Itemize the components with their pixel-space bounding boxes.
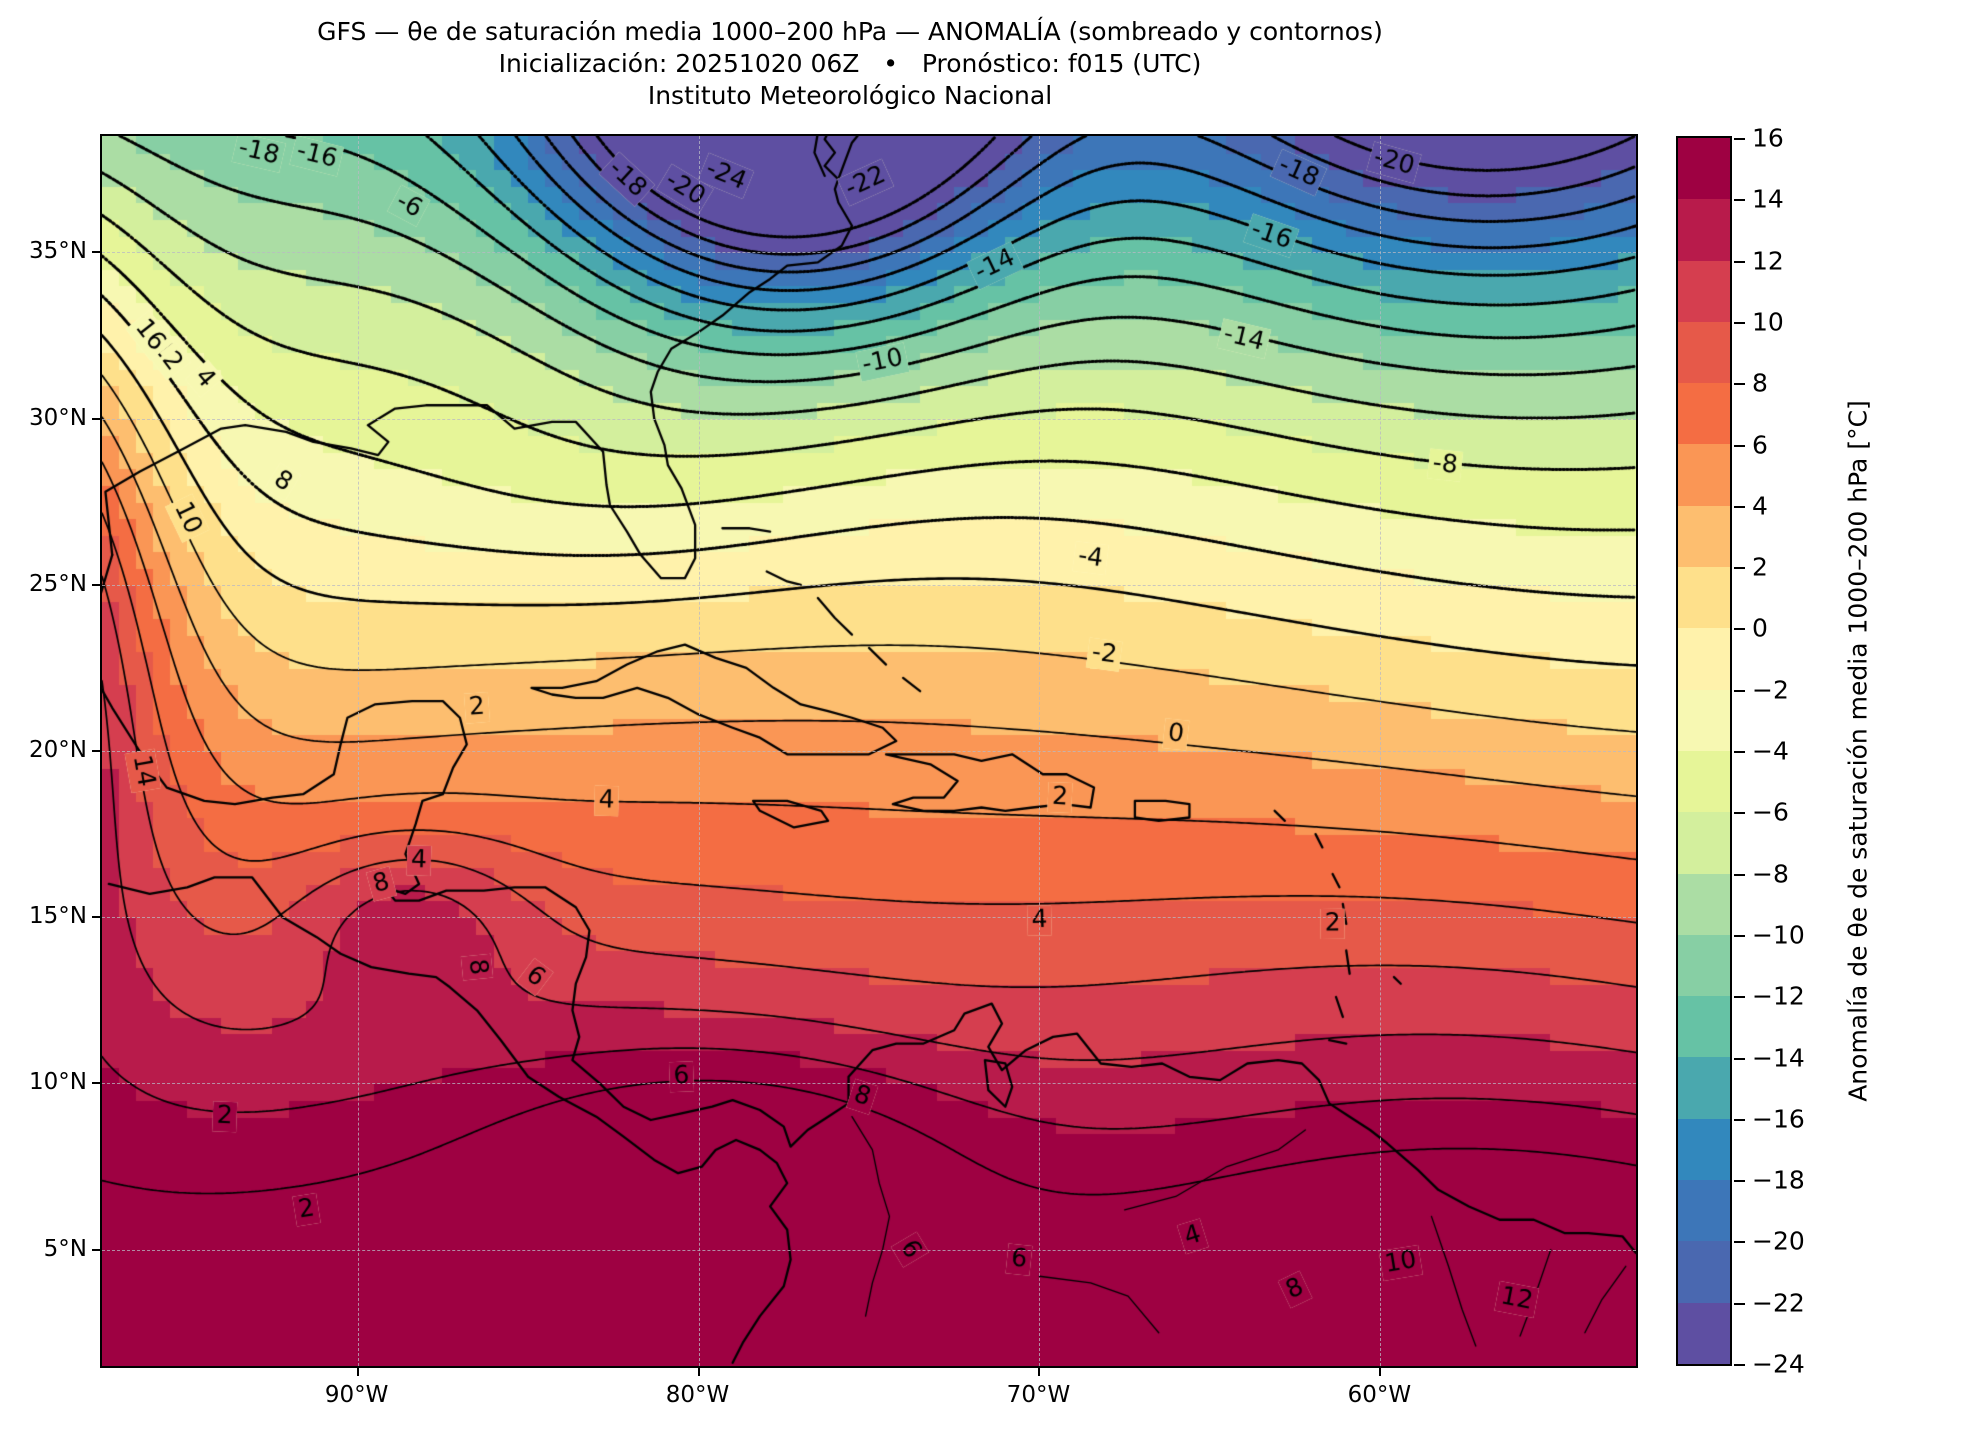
- colorbar-tick-mark: [1734, 689, 1745, 692]
- colorbar-tick-mark: [1734, 138, 1745, 140]
- colorbar-band: [1678, 873, 1730, 935]
- latitude-tick-label: 30°N: [29, 404, 87, 431]
- colorbar-tick-label: 4: [1752, 491, 1768, 521]
- colorbar-tick-label: 6: [1752, 430, 1768, 459]
- colorbar-tick-mark: [1734, 383, 1745, 386]
- latitude-tick-label: 15°N: [29, 903, 87, 930]
- map-plot-area[interactable]: [100, 134, 1638, 1368]
- colorbar-tick-mark: [1734, 628, 1745, 631]
- colorbar-band: [1678, 260, 1730, 322]
- longitude-tick-mark: [1038, 1368, 1041, 1376]
- colorbar-tick-mark: [1734, 567, 1745, 570]
- grid-line-lat: [102, 252, 1636, 254]
- latitude-tick-label: 25°N: [29, 570, 87, 597]
- latitude-tick-mark: [92, 916, 100, 919]
- latitude-tick-label: 10°N: [29, 1069, 87, 1096]
- colorbar-tick-label: 14: [1752, 184, 1784, 214]
- colorbar-band: [1678, 1180, 1730, 1242]
- latitude-tick-mark: [92, 1082, 100, 1085]
- colorbar-band: [1678, 812, 1730, 874]
- grid-line-lat: [102, 751, 1636, 753]
- colorbar-tick-label: −10: [1752, 920, 1805, 950]
- colorbar-tick-label: 8: [1752, 368, 1768, 398]
- grid-line-lat: [102, 418, 1636, 421]
- colorbar-band: [1678, 444, 1730, 506]
- colorbar-tick-mark: [1734, 996, 1745, 999]
- colorbar-band: [1678, 934, 1730, 997]
- longitude-tick-label: 60°W: [1347, 1382, 1412, 1408]
- colorbar-tick-label: 2: [1752, 552, 1768, 582]
- grid-line-lat: [102, 1083, 1636, 1085]
- latitude-tick-mark: [92, 1248, 100, 1251]
- colorbar-band: [1678, 750, 1730, 813]
- colorbar-tick-mark: [1734, 873, 1745, 876]
- longitude-tick-label: 80°W: [665, 1382, 730, 1408]
- colorbar-band: [1678, 1118, 1730, 1181]
- longitude-tick-mark: [356, 1368, 359, 1376]
- latitude-tick-mark: [92, 583, 100, 586]
- colorbar-tick-mark: [1734, 199, 1745, 202]
- latitude-tick-label: 20°N: [29, 737, 87, 763]
- colorbar-band: [1678, 996, 1730, 1058]
- colorbar-tick-label: 16: [1752, 123, 1784, 153]
- colorbar-tick-label: −4: [1752, 736, 1789, 766]
- colorbar-tick-label: −8: [1752, 859, 1789, 889]
- colorbar-tick-label: −20: [1752, 1226, 1805, 1256]
- latitude-tick-mark: [92, 750, 100, 752]
- colorbar-band: [1678, 1302, 1730, 1364]
- colorbar-tick-mark: [1734, 1364, 1745, 1366]
- colorbar-tick-mark: [1734, 1180, 1745, 1183]
- colorbar-tick-mark: [1734, 444, 1745, 447]
- colorbar-tick-label: −2: [1752, 675, 1789, 705]
- colorbar-tick-mark: [1734, 505, 1745, 508]
- colorbar-title: Anomalía de θe de saturación media 1000–…: [1843, 400, 1873, 1102]
- colorbar-tick-label: −12: [1752, 981, 1805, 1011]
- latitude-tick-label: 5°N: [43, 1235, 87, 1262]
- latitude-tick-mark: [92, 417, 100, 420]
- colorbar-tick-label: −6: [1752, 797, 1789, 827]
- colorbar-tick-mark: [1734, 1118, 1745, 1121]
- colorbar-band: [1678, 628, 1730, 690]
- colorbar-tick-mark: [1734, 1057, 1745, 1060]
- colorbar-band: [1678, 1057, 1730, 1119]
- colorbar-band: [1678, 1241, 1730, 1303]
- grid-line-lat: [102, 584, 1636, 587]
- colorbar-band: [1678, 138, 1730, 200]
- colorbar-tick-label: −16: [1752, 1104, 1805, 1134]
- colorbar-band: [1678, 321, 1730, 384]
- title-line-2: Inicialización: 20251020 06Z • Pronóstic…: [498, 49, 1202, 78]
- latitude-tick-mark: [92, 251, 100, 254]
- colorbar-tick-label: 0: [1752, 613, 1768, 643]
- grid-line-lat: [102, 917, 1636, 919]
- colorbar-tick-label: −24: [1752, 1349, 1805, 1379]
- colorbar-tick-mark: [1734, 1241, 1745, 1244]
- colorbar-tick-label: −22: [1752, 1288, 1805, 1318]
- colorbar-band: [1678, 383, 1730, 445]
- colorbar-tick-mark: [1734, 1302, 1745, 1305]
- colorbar-tick-mark: [1734, 260, 1745, 263]
- longitude-tick-mark: [1379, 1368, 1382, 1376]
- colorbar-band: [1678, 567, 1730, 629]
- colorbar-tick-mark: [1734, 321, 1745, 324]
- grid-line-lat: [102, 1249, 1636, 1252]
- colorbar-tick-label: 12: [1752, 246, 1784, 276]
- colorbar-tick-mark: [1734, 934, 1745, 937]
- title-block: GFS — θe de saturación media 1000–200 hP…: [0, 16, 1700, 112]
- colorbar-band: [1678, 199, 1730, 261]
- colorbar[interactable]: [1676, 136, 1732, 1366]
- colorbar-tick-label: 10: [1752, 307, 1784, 337]
- title-line-3: Instituto Meteorológico Nacional: [647, 81, 1053, 110]
- colorbar-tick-mark: [1734, 751, 1745, 753]
- longitude-tick-mark: [697, 1368, 700, 1376]
- colorbar-tick-label: −18: [1752, 1165, 1805, 1195]
- colorbar-band: [1678, 689, 1730, 751]
- colorbar-tick-mark: [1734, 812, 1745, 815]
- longitude-tick-label: 90°W: [324, 1382, 389, 1408]
- title-line-1: GFS — θe de saturación media 1000–200 hP…: [317, 17, 1383, 46]
- colorbar-tick-label: −14: [1752, 1043, 1805, 1072]
- colorbar-band: [1678, 505, 1730, 568]
- latitude-tick-label: 35°N: [29, 238, 87, 265]
- longitude-tick-label: 70°W: [1006, 1382, 1071, 1408]
